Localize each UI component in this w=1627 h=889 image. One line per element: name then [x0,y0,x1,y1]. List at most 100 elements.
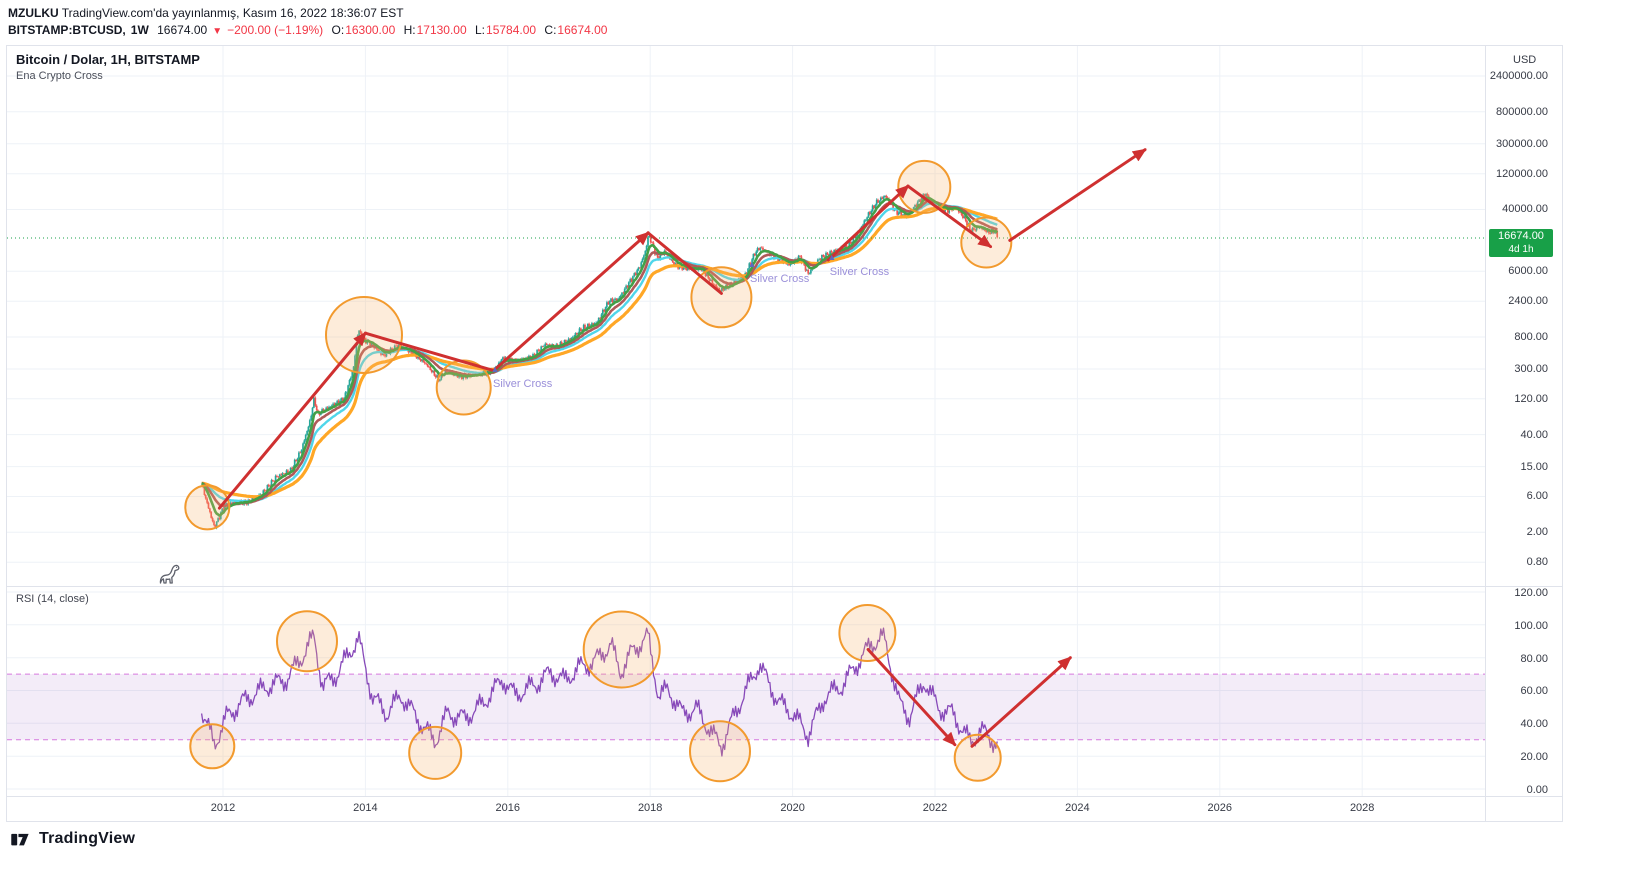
price-axis-label: 120000.00 [1496,167,1548,180]
indicator-title[interactable]: Ena Crypto Cross [16,70,103,82]
rsi-legend[interactable]: RSI (14, close) [16,593,89,605]
price-axis[interactable]: USD 16674.00 4d 1h 2400000.00 800000.00 30… [1485,46,1562,586]
cross-marker-icon: ▲ [827,252,836,262]
trend-arrow [363,331,496,373]
price-axis-label: 300.00 [1514,362,1548,375]
dino-doodle-icon[interactable] [157,562,183,589]
badge-price: 16674.00 [1498,229,1544,242]
rsi-axis-label: 0.00 [1526,784,1548,796]
highlight-circle [689,720,751,783]
price-axis-label: 2400.00 [1508,295,1548,308]
rsi-arrows[interactable] [866,648,1072,748]
time-axis-label: 2028 [1349,802,1375,814]
highlight-circle [184,484,231,531]
rsi-axis-label: 60.00 [1520,685,1548,698]
last-price-value: 16674.00 [157,23,208,37]
tradingview-wordmark: TradingView [39,830,136,847]
ma-fast-green [201,196,999,517]
main-pane-legend[interactable]: Bitcoin / Dolar, 1H, BITSTAMP Ena Crypto… [16,52,200,82]
rsi-highlight-circles[interactable] [189,604,1002,783]
price-axis-label: 40.00 [1520,428,1548,441]
chart-area[interactable]: ▲ Silver Cross ▲ Silver Cross ▲ Silver Cross … [6,45,1563,822]
trend-arrow [492,231,650,373]
rsi-axis-label: 40.00 [1520,718,1548,731]
silver-cross-labels: ▲ Silver Cross ▲ Silver Cross ▲ Silver Cross [491,252,890,390]
price-axis-label: 800000.00 [1496,105,1548,118]
price-axis-label: 6.00 [1526,490,1548,503]
close-value: 16674.00 [557,23,608,37]
price-chart-pane[interactable]: ▲ Silver Cross ▲ Silver Cross ▲ Silver Cross [7,46,1485,586]
publish-info: TradingView.com'da yayınlanmış, Kasım 16… [61,6,404,20]
rsi-axis-label: 100.00 [1514,619,1548,632]
price-axis-label: 800.00 [1514,330,1548,343]
silver-cross-label: Silver Cross [750,273,810,285]
candlestick-series [202,192,999,530]
trend-arrow [1008,148,1147,242]
time-axis-label: 2022 [922,802,948,814]
symbol-quote-line: BITSTAMP:BTCUSD, 1W 16674.00 ▼ −200.00 (−1.… [8,23,612,37]
cross-marker-icon: ▲ [748,259,757,269]
time-axis-label: 2024 [1065,802,1090,814]
tradingview-logo-icon [11,833,29,846]
attribution-line: MZULKU TradingView.com'da yayınlanmış, K… [8,6,404,20]
time-axis-label: 2018 [637,802,663,814]
highlight-circle [838,604,897,662]
interval-label[interactable]: 1W [130,23,149,37]
price-axis-label: 120.00 [1514,392,1548,405]
highlight-circles[interactable] [184,159,1013,531]
highlight-circle [582,610,661,689]
axis-corner [1485,796,1562,821]
trend-arrow [906,184,993,249]
change-direction-icon: ▼ [212,26,223,37]
pane-symbol-title[interactable]: Bitcoin / Dolar, 1H, BITSTAMP [16,52,200,67]
time-axis-label: 2020 [780,802,805,814]
price-axis-label: 6000.00 [1508,265,1548,278]
trend-arrow [866,648,957,747]
price-axis-label: 2.00 [1526,526,1548,539]
highlight-circle [276,610,338,673]
trend-arrows[interactable] [217,148,1147,510]
trend-arrow [217,331,367,510]
price-axis-label: 40000.00 [1502,203,1548,216]
silver-cross-label: Silver Cross [493,378,553,390]
time-axis-label: 2014 [353,802,378,814]
rsi-line [200,627,998,757]
low-value: 15784.00 [486,23,537,37]
price-change: −200.00 (−1.19%) [227,23,324,37]
rsi-chart-pane[interactable] [7,586,1485,796]
open-value: 16300.00 [345,23,396,37]
rsi-axis[interactable]: 120.00 100.00 80.00 60.00 40.00 20.00 0.00 [1485,586,1562,796]
time-axis-label: 2026 [1207,802,1233,814]
highlight-circle [408,725,463,780]
silver-cross-label: Silver Cross [830,266,890,278]
rsi-band [7,674,1485,740]
high-label: H: [403,23,416,37]
rsi-axis-label: 120.00 [1514,587,1548,599]
cross-marker-icon: ▲ [491,364,500,374]
rsi-axis-label: 80.00 [1520,652,1548,665]
rsi-axis-label: 20.00 [1520,751,1548,764]
trend-arrow [646,231,723,295]
trend-arrow [970,656,1072,748]
price-axis-label: 2400000.00 [1489,70,1548,82]
trend-arrow [826,184,910,262]
rsi-grid [7,586,1485,796]
price-axis-label: 300000.00 [1496,137,1548,150]
time-axis[interactable]: 2012 2014 2016 2018 2020 2022 2024 2026 2028 [7,796,1485,821]
ma-mid-maroon [201,199,998,508]
currency-axis-label: USD [1513,54,1537,66]
symbol-name[interactable]: BITSTAMP:BTCUSD, [8,23,126,37]
highlight-circle [953,733,1002,782]
last-price-badge: 16674.00 4d 1h [1489,228,1553,257]
close-label: C: [544,23,557,37]
ma-slowest-orange [201,206,998,499]
ma-slow-cyan [201,202,998,503]
tradingview-branding[interactable]: TradingView [10,828,135,850]
price-axis-label: 0.80 [1526,556,1548,569]
publisher-name: MZULKU [8,6,59,20]
badge-countdown: 4d 1h [1508,243,1534,255]
price-axis-label: 15.00 [1520,460,1548,473]
time-axis-label: 2012 [210,802,236,814]
high-value: 17130.00 [416,23,467,37]
time-axis-label: 2016 [495,802,521,814]
